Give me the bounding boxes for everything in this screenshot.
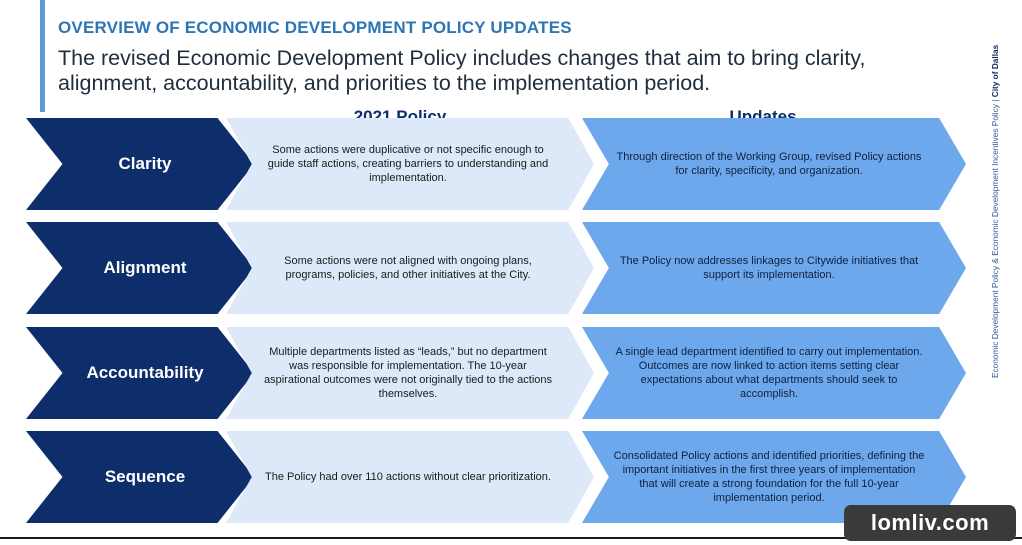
row-label-chevron: Accountability (26, 327, 254, 419)
footer-divider (0, 537, 1022, 539)
watermark-badge: lomliv.com (844, 505, 1016, 541)
vertical-doc-label: Economic Development Policy & Economic D… (976, 6, 1004, 378)
update-chevron: A single lead department identified to c… (582, 327, 966, 419)
page-subtitle: The revised Economic Development Policy … (58, 46, 866, 95)
policy-chevron: Some actions were duplicative or not spe… (226, 118, 594, 210)
row-clarity: Clarity Some actions were duplicative or… (0, 118, 970, 210)
row-sequence: Sequence The Policy had over 110 actions… (0, 431, 970, 523)
header-accent-bar (40, 0, 45, 112)
policy-chevron: Multiple departments listed as “leads,” … (226, 327, 594, 419)
update-chevron: The Policy now addresses linkages to Cit… (582, 222, 966, 314)
doc-title: Economic Development Policy & Economic D… (990, 104, 1000, 378)
row-accountability: Accountability Multiple departments list… (0, 327, 970, 419)
row-label-chevron: Sequence (26, 431, 254, 523)
page-title: OVERVIEW OF ECONOMIC DEVELOPMENT POLICY … (58, 18, 572, 37)
update-chevron: Through direction of the Working Group, … (582, 118, 966, 210)
row-label-chevron: Clarity (26, 118, 254, 210)
org-name: City of Dallas (990, 44, 1000, 98)
policy-chevron: Some actions were not aligned with ongoi… (226, 222, 594, 314)
row-label-chevron: Alignment (26, 222, 254, 314)
policy-chevron: The Policy had over 110 actions without … (226, 431, 594, 523)
doc-separator: | (990, 99, 1000, 102)
row-alignment: Alignment Some actions were not aligned … (0, 222, 970, 314)
